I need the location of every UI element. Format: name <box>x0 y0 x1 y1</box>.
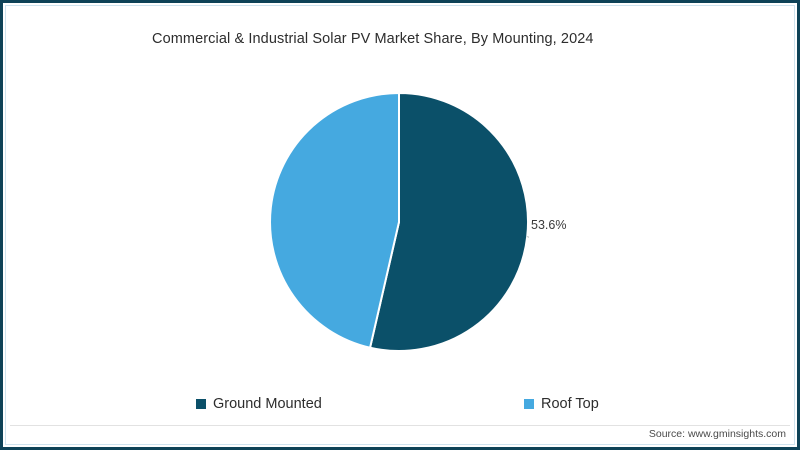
legend-label-ground-mounted: Ground Mounted <box>213 396 322 412</box>
legend-item-roof-top[interactable]: Roof Top <box>524 393 599 415</box>
legend-item-ground-mounted[interactable]: Ground Mounted <box>196 393 322 415</box>
legend-label-roof-top: Roof Top <box>541 396 599 412</box>
pie-value-label-ground-mounted: 53.6% <box>531 218 567 232</box>
legend-swatch-roof-top <box>524 399 534 409</box>
pie-slice-roof-top[interactable] <box>269 92 400 349</box>
value-label-leader-line <box>527 236 529 238</box>
source-note: Source: www.gminsights.com <box>648 428 786 440</box>
pie-chart <box>269 92 529 352</box>
pie-chart-svg <box>269 92 529 352</box>
legend-swatch-ground-mounted <box>196 399 206 409</box>
chart-legend: Ground Mounted Roof Top <box>0 393 800 415</box>
footer-divider <box>10 425 790 426</box>
chart-title: Commercial & Industrial Solar PV Market … <box>152 31 594 47</box>
